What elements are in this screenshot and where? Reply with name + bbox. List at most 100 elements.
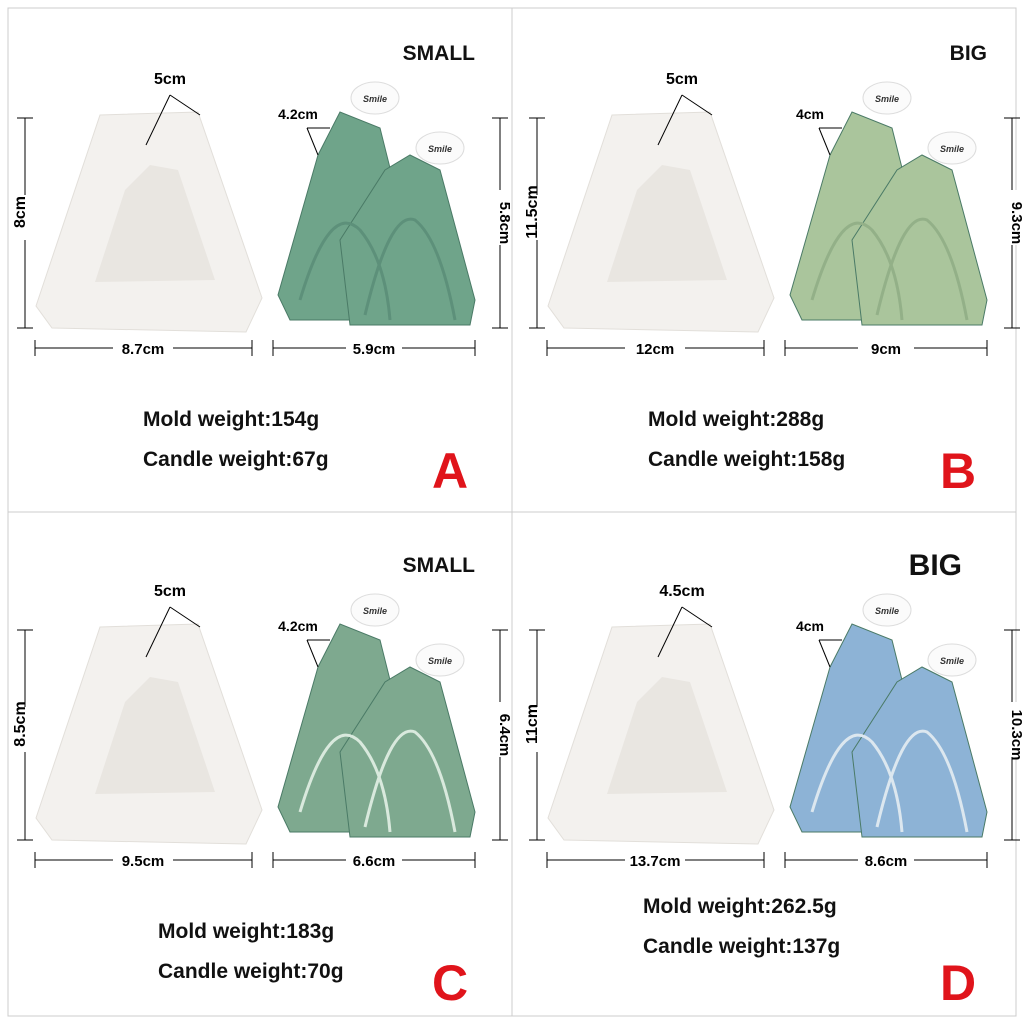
- tag-text: Smile: [428, 144, 452, 154]
- tag: [350, 593, 400, 627]
- mold-height: 8cm: [12, 196, 29, 228]
- dim: [657, 606, 683, 658]
- label-bg: [346, 850, 402, 870]
- tag-text: Smile: [428, 656, 452, 666]
- candle-width: 9cm: [871, 341, 901, 358]
- candle-width: 8.6cm: [865, 853, 908, 870]
- tag: [350, 81, 400, 115]
- candle-top: 4.2cm: [278, 618, 318, 634]
- dim: [306, 639, 319, 668]
- mold-height: 11cm: [524, 704, 541, 744]
- mold-cavity: [95, 677, 215, 794]
- label-bg: [15, 195, 35, 240]
- mold-width: 13.7cm: [630, 853, 681, 870]
- label-bg: [1002, 702, 1022, 757]
- dim: [818, 127, 831, 156]
- tag-text: Smile: [940, 144, 964, 154]
- mold-cavity: [607, 165, 727, 282]
- mold-weight: Mold weight:154g: [143, 408, 319, 431]
- tag-text: Smile: [875, 606, 899, 616]
- panel-letter: C: [432, 955, 468, 1011]
- mold-width: 9.5cm: [122, 853, 165, 870]
- size-label: BIG: [950, 42, 987, 65]
- mold-weight: Mold weight:183g: [158, 920, 334, 943]
- candle-height: 9.3cm: [1008, 202, 1024, 245]
- frame: [7, 7, 1017, 1017]
- panel: SMALL 5cm 8.5cm 9.5cm Smile Smile 4.2cm 6.4cm 6.…: [12, 554, 513, 1011]
- candle-layer: [298, 733, 392, 833]
- candle-top: 4cm: [796, 618, 824, 634]
- candle-layer: [875, 729, 969, 833]
- tag: [862, 593, 912, 627]
- mold-top: 5cm: [154, 583, 186, 600]
- panel-letter: D: [940, 955, 976, 1011]
- tag-text: Smile: [363, 94, 387, 104]
- tag: [415, 131, 465, 165]
- label-bg: [113, 338, 173, 358]
- candle-top: 4.2cm: [278, 106, 318, 122]
- candle-width: 5.9cm: [353, 341, 396, 358]
- candle-top: 4cm: [796, 106, 824, 122]
- mold-weight: Mold weight:288g: [648, 408, 824, 431]
- tag: [927, 131, 977, 165]
- candle-layer: [298, 221, 392, 321]
- candle-height: 5.8cm: [496, 202, 513, 245]
- mold-width: 12cm: [636, 341, 674, 358]
- panel-letter: B: [940, 443, 976, 499]
- candle-weight: Candle weight:158g: [648, 448, 845, 471]
- candle-layer: [875, 217, 969, 321]
- dim: [145, 606, 171, 658]
- candle-layer: [810, 221, 904, 321]
- mold-height: 11.5cm: [524, 185, 541, 238]
- label-bg: [113, 850, 173, 870]
- label-bg: [858, 850, 914, 870]
- label-bg: [490, 190, 510, 245]
- mold-cavity: [607, 677, 727, 794]
- label-bg: [490, 702, 510, 757]
- label-bg: [625, 338, 685, 358]
- tag-text: Smile: [940, 656, 964, 666]
- dim: [169, 606, 201, 628]
- label-bg: [1002, 190, 1022, 245]
- dim: [818, 639, 831, 668]
- tag: [862, 81, 912, 115]
- panel-letter: A: [432, 443, 468, 499]
- label-bg: [527, 707, 547, 752]
- dim: [145, 94, 171, 146]
- mold-top: 5cm: [154, 71, 186, 88]
- candle-layer: [363, 217, 457, 321]
- tag-text: Smile: [363, 606, 387, 616]
- candle-weight: Candle weight:70g: [158, 960, 344, 983]
- mold-height: 8.5cm: [12, 701, 29, 746]
- panel: BIG 4.5cm 11cm 13.7cm Smile Smile 4cm 10.3cm 8.6…: [524, 549, 1024, 1011]
- mold-cavity: [95, 165, 215, 282]
- candle-layer: [810, 733, 904, 833]
- label-bg: [15, 707, 35, 752]
- candle-width: 6.6cm: [353, 853, 396, 870]
- dim: [169, 94, 201, 116]
- label-bg: [625, 850, 685, 870]
- size-label: SMALL: [403, 554, 475, 577]
- dim: [306, 127, 319, 156]
- dim: [681, 94, 713, 116]
- mold-weight: Mold weight:262.5g: [643, 895, 837, 918]
- panel: BIG 5cm 11.5cm 12cm Smile Smile 4cm 9.3cm 9cm Mol…: [524, 42, 1024, 499]
- mold-top: 4.5cm: [659, 583, 704, 600]
- candle-layer: [363, 729, 457, 833]
- panel: SMALL 5cm 8cm 8.7cm Smile Smile 4.2cm 5.8cm 5.9c…: [12, 42, 513, 499]
- size-label: SMALL: [403, 42, 475, 65]
- tag: [927, 643, 977, 677]
- dim: [681, 606, 713, 628]
- candle-weight: Candle weight:137g: [643, 935, 840, 958]
- size-label: BIG: [909, 549, 962, 582]
- mold-width: 8.7cm: [122, 341, 165, 358]
- candle-height: 10.3cm: [1008, 710, 1024, 761]
- tag: [415, 643, 465, 677]
- candle-height: 6.4cm: [496, 714, 513, 757]
- tag-text: Smile: [875, 94, 899, 104]
- dim: [657, 94, 683, 146]
- label-bg: [346, 338, 402, 358]
- label-bg: [527, 195, 547, 240]
- candle-weight: Candle weight:67g: [143, 448, 329, 471]
